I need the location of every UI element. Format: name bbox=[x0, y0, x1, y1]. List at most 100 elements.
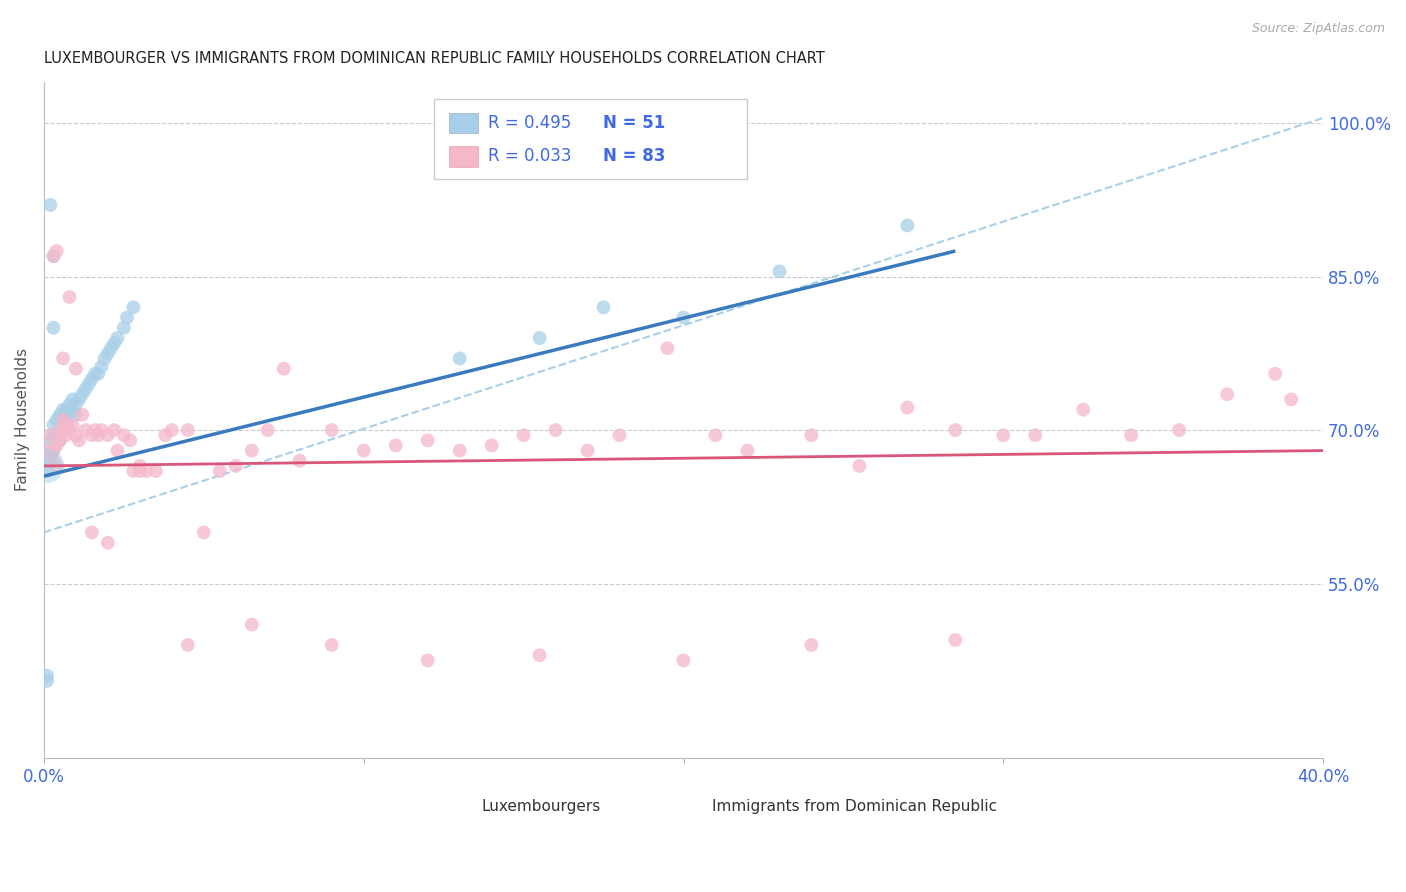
Point bbox=[122, 464, 145, 478]
Point bbox=[225, 458, 247, 473]
Point bbox=[1121, 428, 1143, 442]
Point bbox=[100, 341, 122, 355]
Point bbox=[42, 443, 65, 458]
Point bbox=[65, 397, 87, 411]
Text: R = 0.495: R = 0.495 bbox=[488, 114, 571, 132]
Point bbox=[39, 449, 62, 463]
Point bbox=[45, 413, 67, 427]
Point bbox=[35, 673, 58, 688]
Point bbox=[1168, 423, 1191, 437]
Point bbox=[800, 428, 823, 442]
Point bbox=[160, 423, 183, 437]
Point bbox=[609, 428, 631, 442]
Point bbox=[943, 632, 966, 647]
Point bbox=[1071, 402, 1094, 417]
Point bbox=[62, 402, 84, 417]
Point bbox=[273, 361, 295, 376]
Point bbox=[58, 423, 80, 437]
Point bbox=[135, 464, 157, 478]
Point bbox=[62, 392, 84, 407]
Point bbox=[39, 443, 62, 458]
Point bbox=[42, 320, 65, 334]
Point bbox=[107, 331, 129, 345]
Point bbox=[529, 648, 551, 663]
Point bbox=[943, 423, 966, 437]
Point bbox=[208, 464, 231, 478]
Point bbox=[35, 458, 58, 473]
Point bbox=[657, 341, 679, 355]
Point bbox=[1024, 428, 1046, 442]
Point bbox=[155, 428, 177, 442]
Point bbox=[52, 351, 75, 366]
Point bbox=[737, 443, 759, 458]
Text: Luxembourgers: Luxembourgers bbox=[481, 798, 600, 814]
Text: Source: ZipAtlas.com: Source: ZipAtlas.com bbox=[1251, 22, 1385, 36]
Point bbox=[75, 423, 97, 437]
Point bbox=[52, 423, 75, 437]
Point bbox=[848, 458, 870, 473]
Point bbox=[55, 428, 77, 442]
Point bbox=[449, 443, 471, 458]
Point bbox=[67, 434, 90, 448]
Point bbox=[45, 244, 67, 258]
Point bbox=[45, 438, 67, 452]
Text: Immigrants from Dominican Republic: Immigrants from Dominican Republic bbox=[711, 798, 997, 814]
Point bbox=[353, 443, 375, 458]
Point bbox=[80, 525, 103, 540]
Point bbox=[72, 387, 94, 401]
Point bbox=[416, 653, 439, 667]
Point bbox=[481, 438, 503, 452]
Point bbox=[416, 434, 439, 448]
Point bbox=[103, 423, 125, 437]
Text: N = 51: N = 51 bbox=[603, 114, 665, 132]
Point bbox=[84, 423, 107, 437]
Point bbox=[52, 413, 75, 427]
Point bbox=[45, 458, 67, 473]
Point bbox=[58, 290, 80, 304]
Y-axis label: Family Households: Family Households bbox=[15, 349, 30, 491]
Point bbox=[42, 443, 65, 458]
Point bbox=[112, 320, 135, 334]
Point bbox=[800, 638, 823, 652]
Point bbox=[77, 377, 100, 392]
Point bbox=[768, 264, 790, 278]
Point bbox=[240, 617, 263, 632]
Point bbox=[704, 428, 727, 442]
Point bbox=[80, 372, 103, 386]
Point bbox=[128, 464, 150, 478]
Point bbox=[75, 382, 97, 396]
Point bbox=[1264, 367, 1286, 381]
FancyBboxPatch shape bbox=[434, 99, 748, 178]
Point bbox=[103, 336, 125, 351]
Text: R = 0.033: R = 0.033 bbox=[488, 147, 571, 165]
Point bbox=[62, 417, 84, 432]
Point bbox=[90, 359, 112, 374]
Point bbox=[52, 417, 75, 432]
Point bbox=[39, 449, 62, 463]
Point bbox=[67, 392, 90, 407]
Point bbox=[49, 434, 72, 448]
Point bbox=[896, 401, 918, 415]
Point bbox=[87, 428, 110, 442]
Point bbox=[35, 454, 58, 468]
Point bbox=[65, 428, 87, 442]
Point bbox=[35, 669, 58, 683]
Text: LUXEMBOURGER VS IMMIGRANTS FROM DOMINICAN REPUBLIC FAMILY HOUSEHOLDS CORRELATION: LUXEMBOURGER VS IMMIGRANTS FROM DOMINICA… bbox=[44, 51, 825, 66]
Point bbox=[544, 423, 567, 437]
Point bbox=[128, 458, 150, 473]
Point bbox=[72, 408, 94, 422]
Point bbox=[115, 310, 138, 325]
Point bbox=[177, 423, 200, 437]
Point bbox=[42, 249, 65, 263]
Point bbox=[87, 367, 110, 381]
Point bbox=[49, 423, 72, 437]
Point bbox=[52, 413, 75, 427]
Point bbox=[449, 351, 471, 366]
Point bbox=[45, 428, 67, 442]
Point bbox=[55, 402, 77, 417]
Point bbox=[896, 219, 918, 233]
Point bbox=[112, 428, 135, 442]
Point bbox=[288, 454, 311, 468]
Point bbox=[512, 428, 534, 442]
Point bbox=[97, 535, 120, 549]
